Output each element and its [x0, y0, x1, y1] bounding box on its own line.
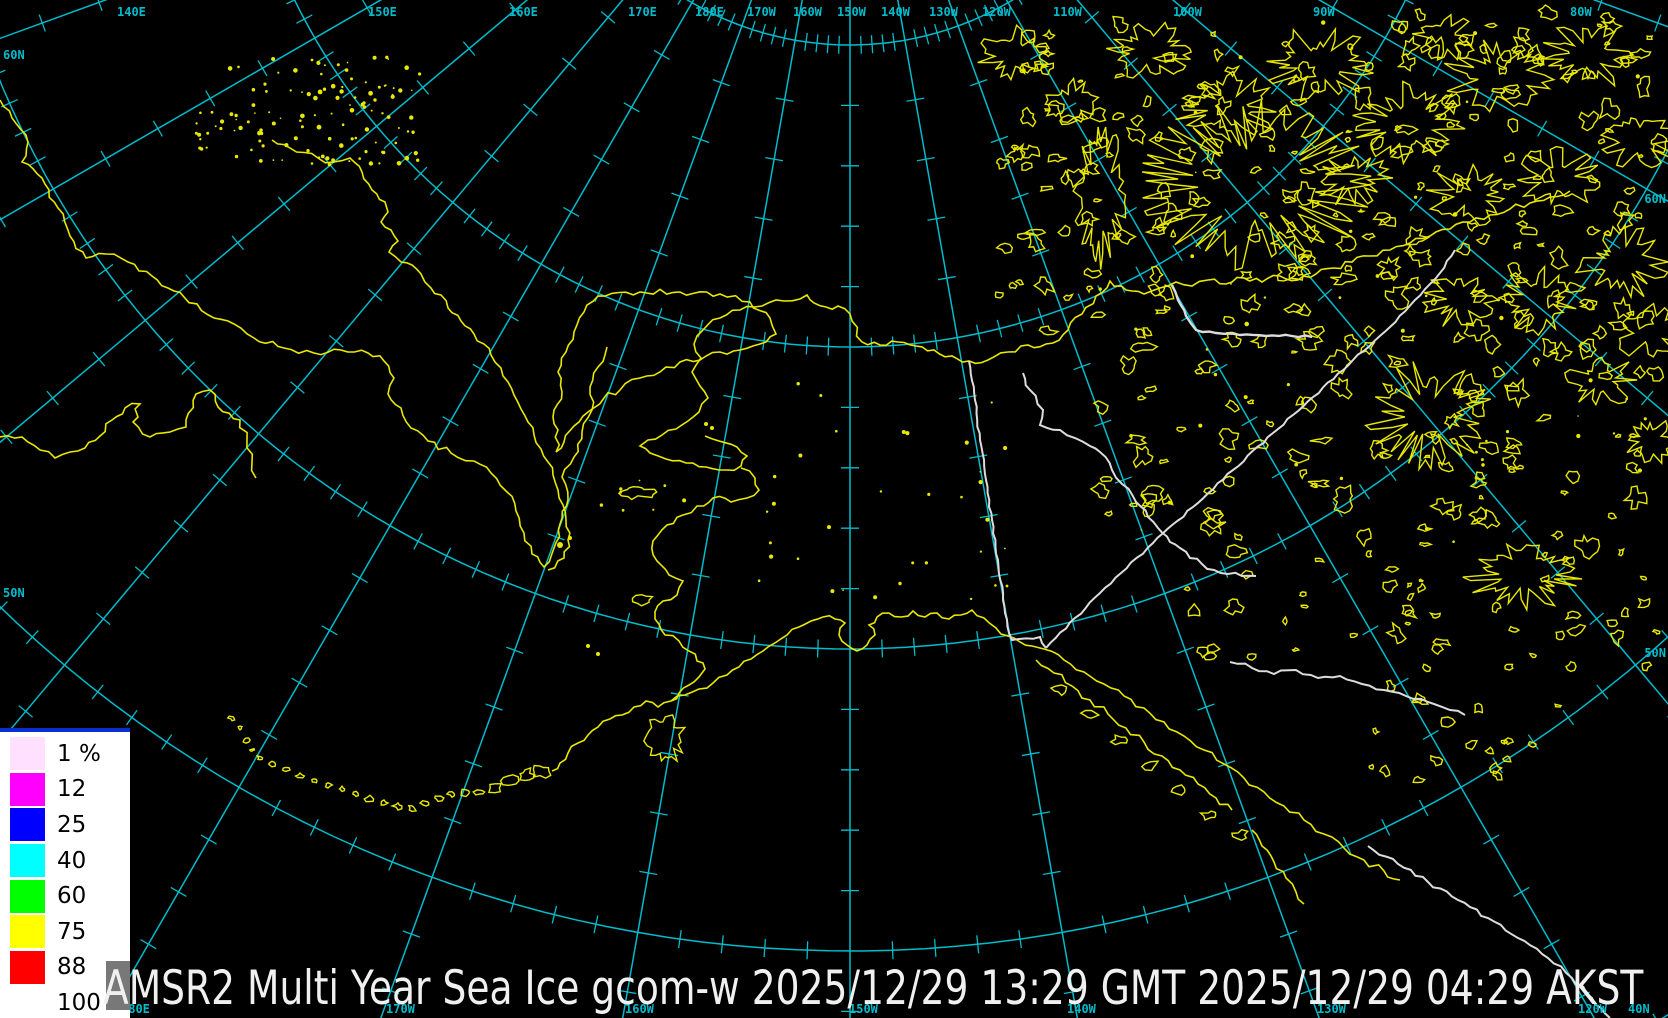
legend-label: 60 [57, 883, 87, 910]
legend-label: 40 [57, 847, 87, 874]
graticule-label: 160W [625, 1002, 655, 1016]
legend-row: 12 [0, 772, 130, 808]
legend-row: 75 [0, 914, 130, 950]
legend-panel: 1 % 12 25 40 60 75 88 100 [0, 728, 130, 1018]
map-title-text: AMSR2 Multi Year Sea Ice gcom-w 2025/12/… [103, 961, 1644, 1016]
legend-swatch [10, 950, 45, 984]
legend-swatch [10, 844, 45, 878]
graticule-label: 40N [1628, 1002, 1650, 1016]
legend-swatch [10, 808, 45, 842]
graticule-label: 170W [386, 1002, 416, 1016]
title-backdrop-box [106, 961, 130, 1010]
graticule-label: 50N [3, 586, 25, 600]
legend-label: 1 % [57, 740, 101, 767]
legend-swatch [10, 879, 45, 913]
legend-swatch [10, 772, 45, 806]
graticule-label: 130W [1317, 1002, 1347, 1016]
graticule-label: 160W [793, 5, 823, 19]
legend-label: 100 [57, 989, 101, 1016]
graticule-label: 140W [1067, 1002, 1097, 1016]
legend-label: 88 [57, 954, 87, 981]
legend-row: 40 [0, 843, 130, 879]
graticule-label: 150W [837, 5, 867, 19]
graticule-label: 60N [1644, 192, 1666, 206]
graticule-label: 150W [849, 1002, 879, 1016]
legend-label: 75 [57, 918, 87, 945]
legend-swatch [10, 915, 45, 949]
legend-label: 25 [57, 811, 87, 838]
graticule-label: 160E [509, 5, 538, 19]
graticule-label: 60N [3, 48, 25, 62]
graticule-label: 90W [1313, 5, 1335, 19]
legend-row: 25 [0, 807, 130, 843]
graticule-label: 170W [747, 5, 777, 19]
graticule-label: 180E [695, 5, 724, 19]
legend-row: 100 [0, 985, 130, 1018]
graticule-label: 150E [368, 5, 397, 19]
graticule-label: 120W [1578, 1002, 1608, 1016]
graticule-label: 100W [1173, 5, 1203, 19]
legend-swatch [10, 737, 45, 771]
graticule-label: 140W [881, 5, 911, 19]
legend-row: 60 [0, 878, 130, 914]
graticule-label: 80W [1570, 5, 1592, 19]
graticule-label: 140E [117, 5, 146, 19]
graticule-label: 130W [929, 5, 959, 19]
legend-row: 88 [0, 950, 130, 986]
legend-label: 12 [57, 776, 87, 803]
graticule-label: 50N [1644, 646, 1666, 660]
legend-row: 1 % [0, 736, 130, 772]
graticule-label: 110W [1053, 5, 1083, 19]
graticule-label: 170E [628, 5, 657, 19]
graticule-label: 120W [982, 5, 1012, 19]
